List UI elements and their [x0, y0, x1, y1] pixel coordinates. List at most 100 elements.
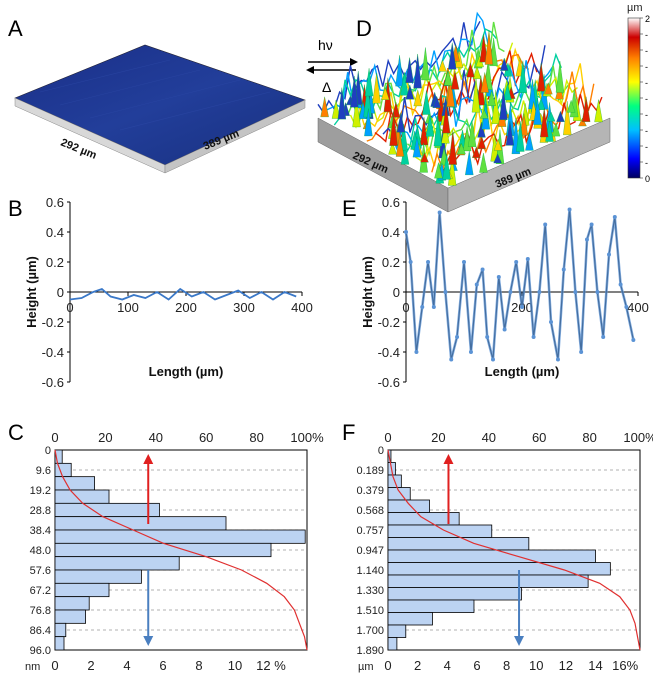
data-point	[404, 230, 408, 234]
panel-label-e: E	[342, 196, 357, 221]
terrain-peak	[448, 42, 457, 70]
data-point	[601, 335, 606, 339]
down-arrow-head	[514, 636, 525, 646]
histogram-bar	[54, 622, 67, 638]
terrain-peak	[480, 72, 489, 93]
y-tick-label: 86.4	[30, 625, 51, 637]
terrain-peak	[395, 55, 404, 87]
bottom-tick-label: 4	[123, 658, 130, 673]
y-axis-title: Height (µm)	[360, 256, 375, 328]
series-line	[404, 209, 635, 360]
histogram-bar	[54, 569, 142, 584]
chart-e: 0.60.40.20-0.2-0.4-0.60200400Length (µm)…	[360, 195, 649, 390]
x-tick-label: 400	[627, 300, 649, 315]
x-axis-title: Length (µm)	[149, 364, 224, 379]
surface-d	[317, 11, 611, 213]
histogram-bar	[54, 636, 65, 651]
terrain-peak	[479, 109, 489, 119]
y-tick-label: 1.700	[356, 625, 384, 637]
data-point	[537, 290, 542, 294]
bottom-tick-label: 14	[588, 658, 602, 673]
terrain-peak	[551, 122, 561, 137]
histogram-bar	[387, 524, 493, 538]
terrain-peak	[412, 136, 422, 158]
data-point	[485, 335, 490, 339]
terrain-peak	[396, 112, 406, 133]
data-point	[543, 222, 548, 227]
top-tick-label: 0	[51, 430, 58, 445]
y-tick-label: 0.189	[356, 465, 384, 477]
panel-label-f: F	[342, 420, 355, 445]
y-tick-label: -0.6	[378, 375, 400, 390]
data-point	[420, 305, 425, 309]
bottom-tick-label: 10	[228, 658, 242, 673]
data-point	[555, 357, 560, 362]
x-tick-label: 0	[66, 300, 73, 315]
unit-label: nm	[25, 661, 40, 673]
terrain-peak	[487, 89, 496, 106]
data-point	[455, 335, 460, 339]
terrain-peak	[352, 95, 361, 128]
switch-forward-label: hν	[318, 37, 333, 53]
y-tick-label: 57.6	[30, 565, 51, 577]
y-tick-label: 0.379	[356, 485, 384, 497]
histogram-bar	[54, 502, 160, 518]
down-arrow-head	[143, 636, 154, 646]
colorbar-tick-label: -	[645, 94, 648, 104]
y-tick-label: 0.757	[356, 525, 384, 537]
data-point	[502, 327, 507, 332]
data-point	[549, 320, 553, 324]
x-tick-label: 400	[291, 300, 313, 315]
terrain-peak	[422, 90, 431, 115]
y-tick-label: 0.6	[46, 195, 64, 210]
terrain-peak	[533, 97, 542, 125]
data-point	[437, 210, 442, 215]
y-tick-label: 0	[378, 445, 384, 457]
histogram-bar	[387, 562, 611, 576]
up-arrow-head	[143, 454, 154, 464]
histogram-bar	[54, 542, 272, 558]
histogram-bar	[387, 487, 411, 501]
y-tick-label: -0.2	[42, 315, 64, 330]
y-tick-label: 48.0	[30, 545, 51, 557]
colorbar-tick-label: -	[645, 158, 648, 168]
terrain-peak	[400, 72, 409, 96]
y-axis-title: Height (µm)	[24, 256, 39, 328]
terrain-peak	[546, 111, 556, 122]
terrain-peak	[405, 84, 415, 100]
terrain-peak	[381, 86, 390, 100]
terrain-peak	[472, 146, 481, 158]
data-point	[531, 335, 536, 339]
bottom-tick-label: 6	[159, 658, 166, 673]
terrain-peak	[578, 117, 587, 127]
terrain-peak	[466, 62, 475, 78]
terrain-peak	[443, 69, 453, 86]
top-tick-label: 100%	[290, 430, 324, 445]
bottom-tick-label: 8	[503, 658, 510, 673]
data-point	[624, 305, 629, 309]
terrain-peak	[556, 110, 565, 122]
terrain-peak	[477, 135, 486, 150]
terrain-peak	[465, 150, 474, 176]
y-tick-label: 96.0	[30, 645, 51, 657]
terrain-peak	[388, 141, 397, 155]
terrain-peak	[391, 101, 401, 118]
top-tick-label: 80	[249, 430, 263, 445]
histogram-bar	[387, 499, 430, 513]
cumulative-curve	[387, 449, 641, 651]
unit-label: µm	[358, 661, 374, 673]
data-point	[431, 305, 436, 309]
histogram-bar	[387, 637, 398, 651]
colorbar	[627, 17, 641, 179]
cumulative-curve	[54, 449, 308, 651]
histogram-bar	[54, 516, 227, 531]
y-tick-label: -0.2	[378, 315, 400, 330]
terrain-peak	[519, 113, 529, 136]
up-arrow-head	[443, 454, 454, 464]
y-tick-label: 38.4	[30, 525, 51, 537]
colorbar-unit: µm	[627, 2, 643, 14]
terrain-peak	[479, 34, 488, 63]
top-tick-label: 100%	[623, 430, 653, 445]
terrain-peak	[493, 153, 502, 164]
